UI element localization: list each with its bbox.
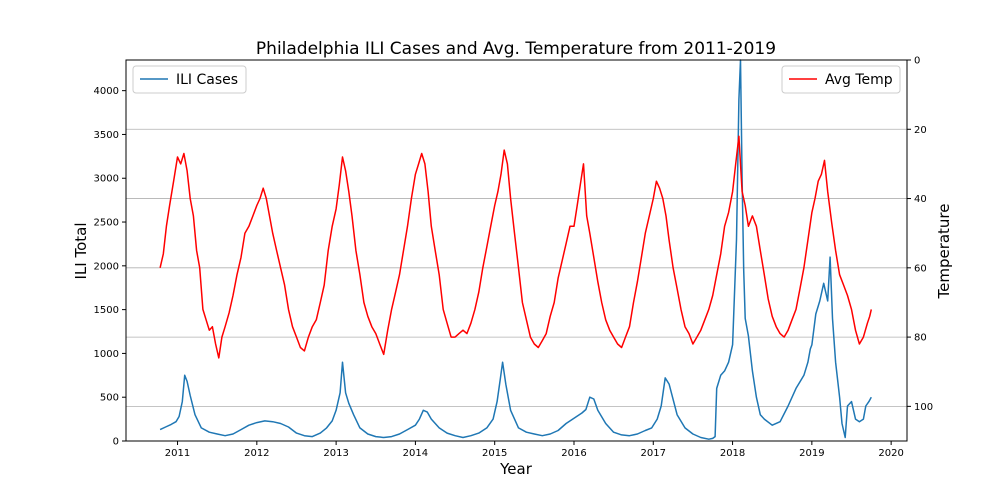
- x-axis: 2011 2012 2013 2014 2015 2016 2017 2018 2019 2020: [165, 441, 904, 459]
- y-left-tick-label: 3500: [94, 130, 119, 141]
- plot-frame: [125, 59, 908, 442]
- y-left-tick-label: 0: [113, 437, 119, 448]
- y-axis-left: 0 500 1000 1500 2000 2500 3000 3500 4000: [94, 86, 126, 448]
- legend-temp: Avg Temp: [781, 65, 901, 94]
- legend-ili-label: ILI Cases: [176, 72, 238, 88]
- y-left-tick-label: 1500: [94, 305, 119, 316]
- x-tick-label: 2013: [323, 448, 348, 459]
- x-axis-title: Year: [499, 460, 533, 478]
- x-tick-label: 2015: [482, 448, 507, 459]
- y-left-tick-label: 1000: [94, 349, 119, 360]
- y-axis-right-title: Temperature: [935, 203, 953, 299]
- x-tick-label: 2018: [720, 448, 745, 459]
- y-axis-left-title: ILI Total: [72, 222, 90, 279]
- x-tick-label: 2014: [403, 448, 428, 459]
- legend-ili: ILI Cases: [132, 65, 247, 94]
- y-right-tick-label: 100: [914, 402, 933, 413]
- legend-ili-box: [132, 65, 247, 94]
- y-right-tick-label: 20: [914, 125, 927, 136]
- y-right-tick-label: 0: [914, 56, 920, 67]
- y-right-tick-label: 80: [914, 333, 927, 344]
- x-tick-label: 2011: [165, 448, 190, 459]
- legend-temp-label: Avg Temp: [825, 72, 893, 88]
- y-right-tick-label: 60: [914, 263, 927, 274]
- x-tick-label: 2017: [641, 448, 666, 459]
- x-tick-label: 2016: [561, 448, 586, 459]
- y-left-tick-label: 500: [100, 393, 119, 404]
- series-line-avg-temp: [159, 135, 873, 359]
- series-line-ili-cases: [159, 59, 872, 440]
- chart-title: Philadelphia ILI Cases and Avg. Temperat…: [256, 39, 776, 59]
- y-left-tick-label: 2500: [94, 218, 119, 229]
- grid-lines: [126, 59, 907, 407]
- legend-temp-box: [781, 65, 901, 94]
- x-tick-label: 2020: [878, 448, 903, 459]
- x-tick-label: 2012: [244, 448, 269, 459]
- y-left-tick-label: 4000: [94, 86, 119, 97]
- y-left-tick-label: 3000: [94, 174, 119, 185]
- y-axis-right: 0 20 40 60 80 100: [907, 56, 933, 413]
- y-right-tick-label: 40: [914, 194, 927, 205]
- y-left-tick-label: 2000: [94, 261, 119, 272]
- series-layer: [159, 59, 873, 440]
- x-tick-label: 2019: [799, 448, 824, 459]
